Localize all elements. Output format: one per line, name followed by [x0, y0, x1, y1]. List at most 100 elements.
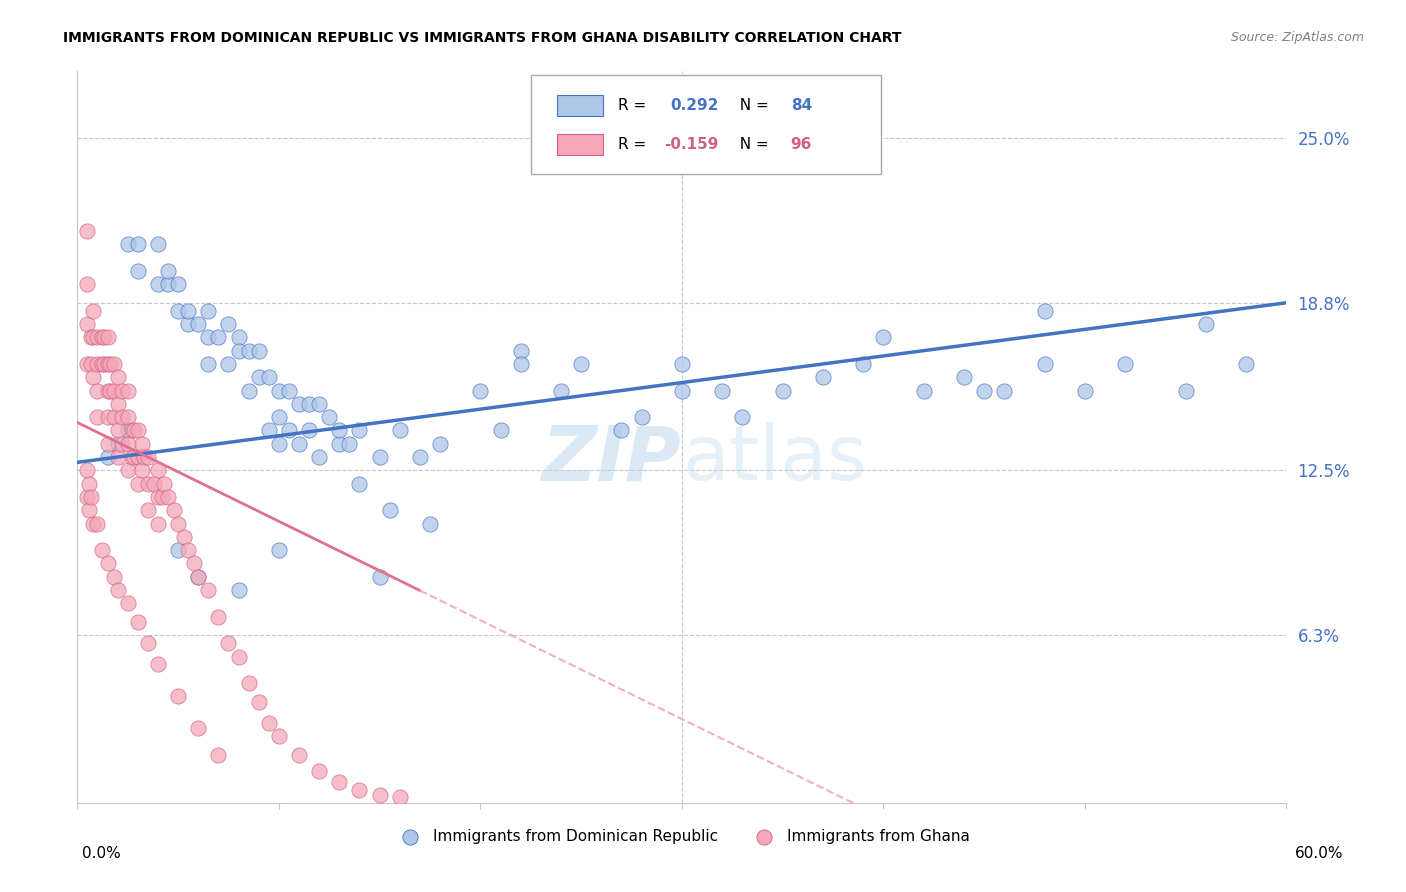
Point: [177, 543, 200, 558]
Point: [772, 384, 794, 398]
Point: [470, 384, 492, 398]
Point: [509, 357, 531, 371]
Point: [157, 264, 180, 278]
Point: [318, 410, 340, 425]
Point: [1033, 357, 1056, 371]
Point: [107, 582, 129, 597]
Text: 96: 96: [790, 137, 813, 152]
Point: [912, 384, 935, 398]
Point: [96, 436, 118, 450]
Text: Source: ZipAtlas.com: Source: ZipAtlas.com: [1230, 31, 1364, 45]
Text: -0.159: -0.159: [664, 137, 718, 152]
Point: [136, 476, 159, 491]
Text: R =: R =: [617, 98, 651, 113]
Point: [131, 436, 153, 450]
Point: [238, 343, 260, 358]
Point: [122, 424, 145, 438]
Point: [86, 330, 108, 344]
Point: [429, 436, 451, 450]
Point: [107, 370, 129, 384]
Point: [278, 424, 301, 438]
Point: [197, 303, 219, 318]
Point: [153, 476, 176, 491]
Point: [127, 476, 149, 491]
Point: [96, 330, 118, 344]
Point: [187, 317, 209, 331]
Point: [103, 410, 125, 425]
Point: [111, 384, 134, 398]
Point: [228, 343, 250, 358]
Point: [136, 636, 159, 650]
Text: N =: N =: [730, 98, 773, 113]
Point: [388, 790, 411, 805]
Point: [257, 716, 280, 731]
Point: [298, 397, 321, 411]
Point: [267, 436, 290, 450]
Point: [1114, 357, 1136, 371]
Point: [93, 357, 115, 371]
Point: [228, 649, 250, 664]
Point: [419, 516, 441, 531]
Point: [197, 357, 219, 371]
Point: [82, 330, 104, 344]
Text: IMMIGRANTS FROM DOMINICAN REPUBLIC VS IMMIGRANTS FROM GHANA DISABILITY CORRELATI: IMMIGRANTS FROM DOMINICAN REPUBLIC VS IM…: [63, 31, 901, 45]
Point: [218, 636, 240, 650]
Point: [146, 490, 169, 504]
Point: [167, 277, 190, 292]
Legend: Immigrants from Dominican Republic, Immigrants from Ghana: Immigrants from Dominican Republic, Immi…: [388, 822, 976, 850]
Point: [111, 436, 134, 450]
Point: [328, 424, 350, 438]
Point: [157, 490, 180, 504]
Point: [167, 543, 190, 558]
Point: [409, 450, 432, 464]
Point: [136, 503, 159, 517]
FancyBboxPatch shape: [531, 75, 882, 174]
Point: [127, 450, 149, 464]
Point: [93, 330, 115, 344]
Point: [80, 357, 103, 371]
Point: [96, 450, 118, 464]
Point: [96, 557, 118, 571]
Point: [811, 370, 834, 384]
FancyBboxPatch shape: [557, 95, 603, 116]
Point: [146, 657, 169, 672]
Point: [569, 357, 592, 371]
Point: [111, 410, 134, 425]
Point: [82, 303, 104, 318]
Point: [117, 463, 139, 477]
Point: [509, 343, 531, 358]
Point: [339, 436, 360, 450]
Point: [173, 530, 195, 544]
Text: 0.292: 0.292: [669, 98, 718, 113]
Point: [90, 357, 112, 371]
Point: [132, 450, 155, 464]
Point: [117, 436, 139, 450]
Point: [177, 317, 200, 331]
Point: [267, 384, 290, 398]
Point: [121, 424, 143, 438]
Point: [90, 543, 112, 558]
Point: [167, 690, 190, 704]
Point: [1234, 357, 1257, 371]
Point: [103, 384, 125, 398]
Point: [146, 277, 169, 292]
Point: [207, 609, 229, 624]
Point: [127, 424, 149, 438]
Point: [218, 317, 240, 331]
Point: [117, 424, 139, 438]
Point: [288, 436, 311, 450]
Point: [953, 370, 976, 384]
Point: [288, 397, 311, 411]
Point: [711, 384, 734, 398]
Point: [79, 503, 101, 517]
Point: [146, 516, 169, 531]
Text: ZIP: ZIP: [543, 422, 682, 496]
Point: [76, 317, 98, 331]
Point: [378, 503, 401, 517]
Point: [349, 476, 371, 491]
Point: [146, 237, 169, 252]
Point: [872, 330, 894, 344]
Point: [86, 516, 108, 531]
Point: [96, 384, 118, 398]
Point: [207, 747, 229, 762]
